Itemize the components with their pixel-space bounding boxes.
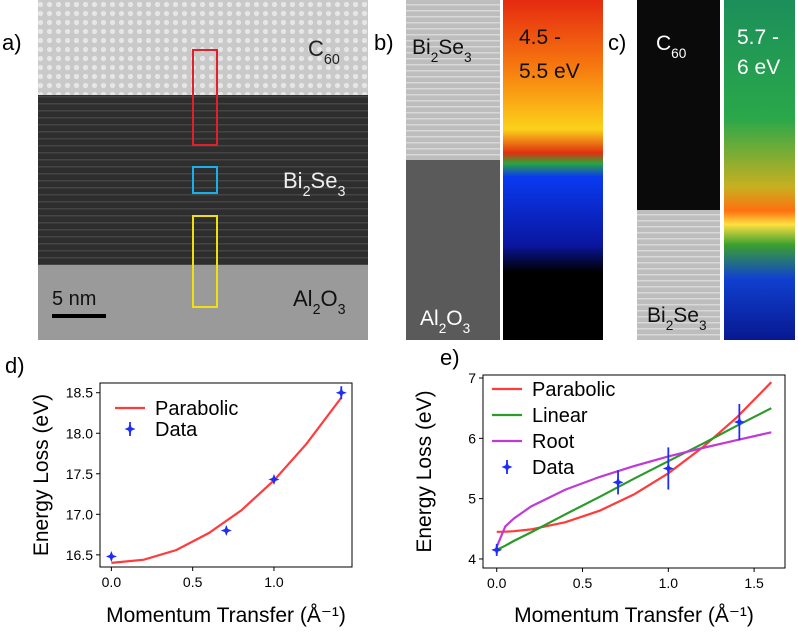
- data-point: [663, 463, 674, 474]
- layer-label-part: O: [321, 286, 338, 311]
- y-axis-title: Energy Loss (eV): [413, 390, 436, 552]
- data-point: [106, 551, 117, 562]
- x-tick-label: 1.0: [264, 574, 284, 590]
- layer-label-part: Bi: [412, 36, 431, 59]
- layer-label-part: Se: [673, 304, 699, 327]
- data-point: [221, 525, 232, 536]
- energy-label: 4.5 -: [519, 26, 561, 49]
- y-tick-label: 17.5: [66, 466, 93, 482]
- layer-label-part: 3: [337, 184, 345, 200]
- panel-label: c): [608, 30, 626, 55]
- layer-label-part: 3: [464, 50, 472, 65]
- layer-label-part: Se: [438, 36, 464, 59]
- layer-label-part: 60: [324, 52, 340, 68]
- legend-label: Root: [532, 431, 575, 453]
- y-tick-label: 18.5: [66, 385, 93, 401]
- x-tick-label: 0.5: [183, 574, 203, 590]
- layer-label-part: 3: [699, 318, 707, 333]
- y-tick-label: 16.5: [66, 547, 93, 563]
- layer-label-part: O: [446, 307, 462, 330]
- energy-label: 5.7 -: [737, 26, 779, 49]
- y-tick-label: 17.0: [66, 506, 93, 522]
- layer-label-part: 2: [313, 302, 321, 318]
- data-point: [336, 387, 347, 398]
- y-axis-title: Energy Loss (eV): [30, 394, 53, 556]
- panel-label: e): [440, 345, 460, 370]
- layer-label-part: 2: [431, 50, 439, 65]
- energy-label: 5.5 eV: [519, 60, 580, 83]
- legend-label: Data: [155, 419, 198, 441]
- panel-label: d): [5, 353, 25, 378]
- y-tick-label: 18.0: [66, 425, 93, 441]
- legend-label: Linear: [532, 405, 588, 427]
- x-tick-label: 1.0: [659, 575, 679, 591]
- layer-label-part: 2: [303, 184, 311, 200]
- layer-label-part: 60: [671, 46, 687, 61]
- layer-label-part: C: [656, 32, 671, 55]
- x-tick-label: 1.5: [744, 575, 764, 591]
- x-axis-title: Momentum Transfer (Å⁻¹): [106, 604, 346, 627]
- legend-swatch: [125, 424, 136, 435]
- layer-label-part: Al: [293, 286, 313, 311]
- curve: [497, 408, 772, 550]
- panel-label: b): [374, 30, 394, 55]
- curve: [111, 398, 341, 563]
- x-tick-label: 0.5: [573, 575, 593, 591]
- energy-label: 6 eV: [737, 56, 780, 79]
- y-tick-label: 5: [468, 491, 476, 507]
- layer-label-part: C: [308, 36, 324, 61]
- figure: a)C60Bi2Se3Al2O35 nmb)Bi2Se3Al2O34.5 -5.…: [0, 0, 798, 632]
- y-tick-label: 6: [468, 430, 476, 446]
- legend-label: Data: [532, 457, 575, 479]
- data-point: [491, 544, 502, 555]
- layer-label-part: Al: [420, 307, 439, 330]
- layer-label-part: 3: [463, 321, 471, 336]
- scale-bar-label: 5 nm: [52, 288, 96, 310]
- panel-label: a): [2, 30, 22, 55]
- y-tick-label: 7: [468, 370, 476, 386]
- y-tick-label: 4: [468, 551, 476, 567]
- legend-label: Parabolic: [532, 379, 615, 401]
- layer-label-part: Se: [311, 168, 338, 193]
- layer-label-part: 2: [666, 318, 674, 333]
- layer-label-part: Bi: [647, 304, 666, 327]
- x-tick-label: 0.0: [102, 574, 122, 590]
- layer-label-part: Bi: [283, 168, 303, 193]
- x-axis-title: Momentum Transfer (Å⁻¹): [514, 604, 754, 627]
- layer-label-part: 3: [338, 302, 346, 318]
- legend-swatch: [502, 462, 513, 473]
- layer-label-part: 2: [439, 321, 447, 336]
- x-tick-label: 0.0: [487, 575, 507, 591]
- legend-label: Parabolic: [155, 398, 238, 420]
